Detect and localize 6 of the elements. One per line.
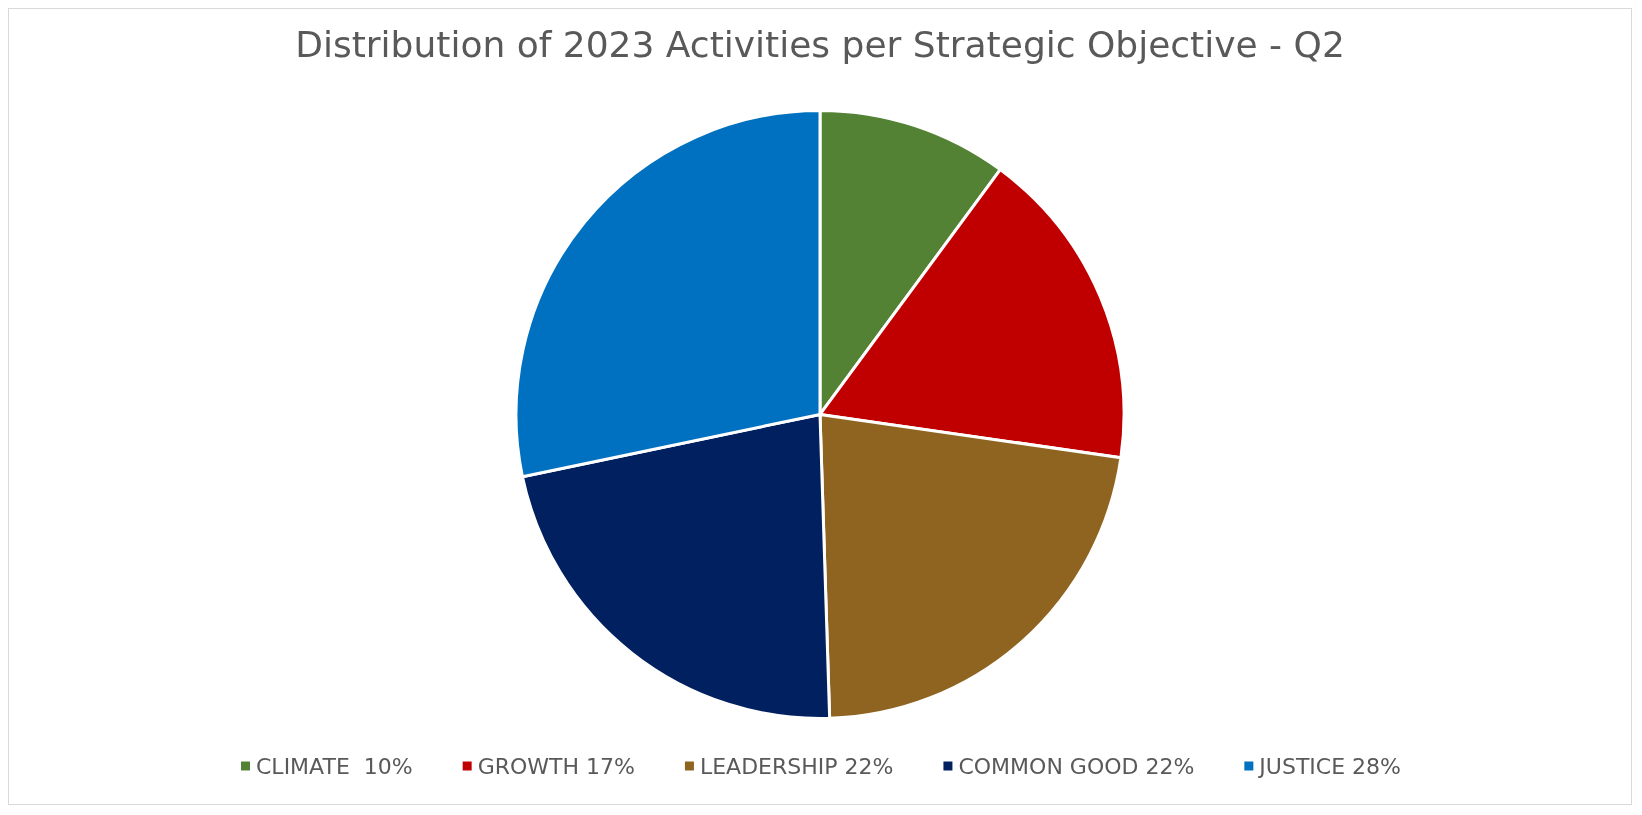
legend-label: CLIMATE 10% xyxy=(256,753,413,779)
legend-label: COMMON GOOD 22% xyxy=(958,753,1195,779)
legend-label: LEADERSHIP 22% xyxy=(699,753,894,779)
legend-label: GROWTH 17% xyxy=(477,753,635,779)
legend-label: JUSTICE 28% xyxy=(1257,753,1401,779)
chart-title: Distribution of 2023 Activities per Strategic Objective - Q2 xyxy=(295,23,1345,65)
